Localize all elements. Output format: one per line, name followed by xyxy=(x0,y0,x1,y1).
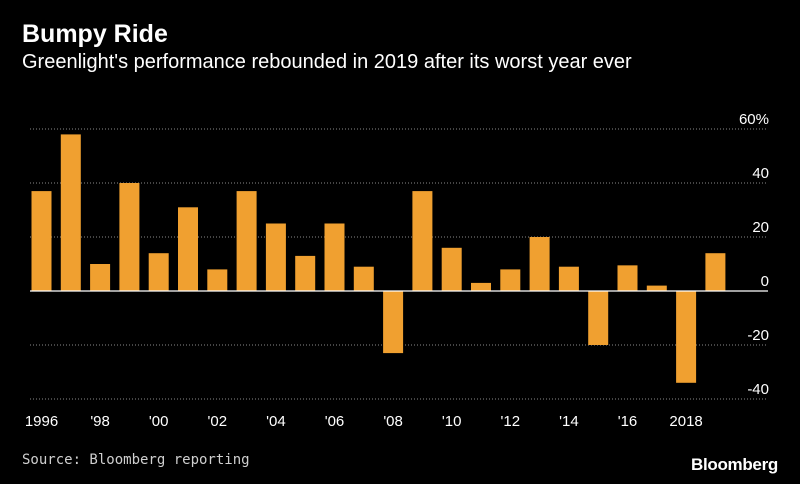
bar-2016 xyxy=(617,265,638,291)
bar-1998 xyxy=(90,264,111,291)
x-tick-label: '16 xyxy=(618,413,638,430)
chart-subtitle: Greenlight's performance rebounded in 20… xyxy=(22,51,632,73)
bar-2012 xyxy=(500,269,521,291)
x-tick-label: '00 xyxy=(149,413,169,430)
x-tick-label: '10 xyxy=(442,413,462,430)
x-tick-label: '04 xyxy=(266,413,286,430)
bar-2000 xyxy=(148,253,169,291)
bar-2004 xyxy=(265,223,286,291)
y-tick-label: -20 xyxy=(747,327,769,344)
x-tick-label: '02 xyxy=(208,413,228,430)
x-tick-label: 2018 xyxy=(669,413,702,430)
bar-2017 xyxy=(646,285,667,291)
x-tick-label: 1996 xyxy=(25,413,58,430)
x-tick-label: '08 xyxy=(383,413,403,430)
chart-title: Bumpy Ride xyxy=(22,20,168,48)
bar-2007 xyxy=(353,266,374,291)
bar-2001 xyxy=(178,207,198,291)
bloomberg-logo: Bloomberg xyxy=(690,455,778,474)
y-tick-label: 20 xyxy=(752,219,769,236)
bar-2014 xyxy=(558,266,579,291)
bar-2009 xyxy=(412,191,433,291)
y-tick-label: 60% xyxy=(739,111,769,128)
bar-1997 xyxy=(60,134,81,291)
bar-2006 xyxy=(324,223,345,291)
bar-2002 xyxy=(207,269,228,291)
y-tick-label: -40 xyxy=(747,381,769,398)
bar-2019 xyxy=(705,253,726,291)
bar-2011 xyxy=(471,282,491,291)
bar-2015 xyxy=(588,291,609,345)
x-tick-label: '14 xyxy=(559,413,579,430)
y-tick-label: 0 xyxy=(761,273,769,290)
bar-2003 xyxy=(236,191,257,291)
x-tick-label: '98 xyxy=(90,413,110,430)
x-tick-label: '06 xyxy=(325,413,345,430)
x-tick-label: '12 xyxy=(501,413,521,430)
bar-1999 xyxy=(119,183,140,291)
bar-2008 xyxy=(383,291,404,354)
bar-2013 xyxy=(529,237,550,291)
bar-2010 xyxy=(441,247,462,291)
y-tick-label: 40 xyxy=(752,165,769,182)
bar-2018 xyxy=(676,291,697,383)
bar-2005 xyxy=(295,255,316,291)
bar-1996 xyxy=(31,191,52,291)
source-note: Source: Bloomberg reporting xyxy=(22,452,250,468)
